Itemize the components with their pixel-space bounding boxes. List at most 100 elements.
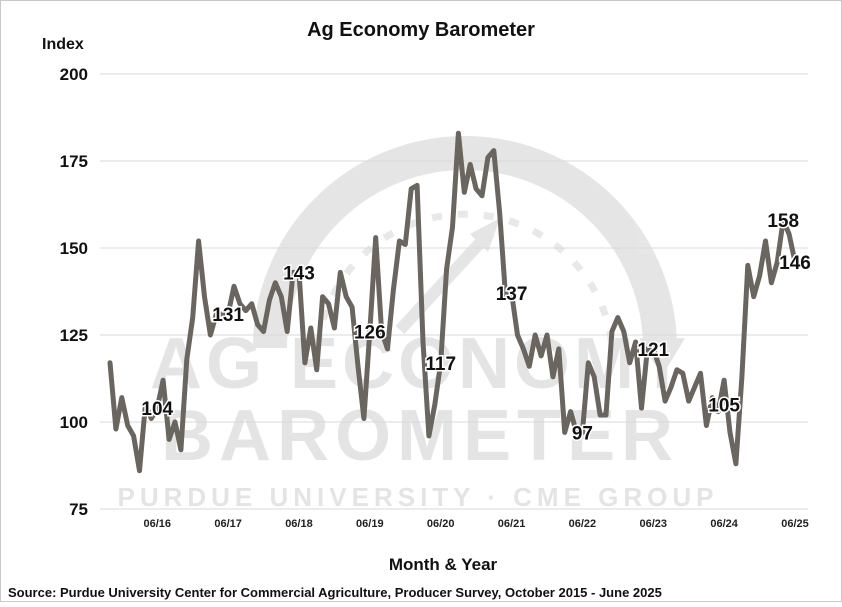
data-label: 146	[779, 253, 811, 274]
data-point	[166, 437, 172, 442]
data-point	[290, 270, 296, 275]
series-points	[107, 130, 798, 473]
data-point	[544, 332, 550, 338]
data-point	[704, 423, 709, 428]
x-tick-label: 06/21	[498, 518, 526, 530]
data-point	[326, 301, 331, 306]
data-point	[397, 238, 402, 244]
watermark-logo: AG ECONOMY BAROMETER PURDUE UNIVERSITY ·…	[117, 136, 718, 512]
watermark-needle-head	[470, 218, 500, 252]
data-point	[149, 416, 154, 421]
data-point	[503, 294, 508, 299]
data-point	[373, 235, 378, 240]
data-point	[769, 280, 774, 285]
data-point	[155, 405, 160, 411]
data-point	[219, 311, 225, 317]
data-label: 117	[425, 354, 456, 375]
data-point	[485, 155, 491, 160]
data-point	[562, 430, 567, 435]
data-point	[107, 360, 113, 366]
data-point	[609, 329, 615, 334]
data-point	[727, 430, 733, 435]
y-tick-label: 150	[60, 239, 88, 258]
data-point	[627, 360, 632, 366]
x-tick-label: 06/20	[427, 518, 455, 530]
data-point	[521, 346, 526, 352]
data-point	[739, 374, 745, 379]
data-point	[225, 311, 231, 317]
data-point	[119, 395, 125, 400]
data-point	[792, 259, 798, 265]
data-point	[273, 280, 278, 285]
data-point	[261, 329, 266, 334]
data-label: 131	[212, 305, 244, 326]
data-point	[243, 308, 249, 313]
gridlines	[100, 73, 808, 510]
data-point	[668, 385, 674, 390]
data-point	[267, 298, 272, 303]
data-point	[721, 378, 727, 383]
data-point	[403, 242, 408, 247]
data-point	[586, 360, 591, 366]
data-point	[320, 294, 325, 299]
data-point	[509, 291, 514, 296]
data-label: 104	[141, 399, 173, 420]
data-point	[143, 402, 148, 407]
data-point	[190, 315, 195, 320]
data-point	[338, 270, 343, 275]
data-point	[556, 346, 561, 352]
x-tick-label: 06/18	[285, 518, 313, 530]
x-tick-label: 06/22	[569, 518, 597, 530]
data-point	[426, 433, 432, 439]
data-point	[645, 346, 650, 352]
data-label: 121	[637, 340, 669, 361]
watermark-gauge-arc	[253, 136, 677, 349]
data-point	[550, 374, 556, 379]
data-point	[710, 395, 715, 400]
data-point	[456, 130, 461, 136]
data-point	[279, 294, 284, 299]
data-point	[468, 162, 473, 167]
data-label: 97	[572, 423, 593, 444]
data-point	[332, 325, 337, 331]
data-label: 105	[708, 396, 740, 417]
data-point	[698, 371, 703, 376]
y-tick-label: 75	[69, 500, 88, 519]
y-axis-ticks: 75 100 125 150 175 200	[60, 65, 88, 519]
data-point	[603, 412, 609, 418]
data-point	[568, 409, 573, 414]
data-point	[686, 398, 691, 404]
data-point	[674, 367, 680, 372]
data-point	[651, 346, 656, 352]
x-tick-label: 06/25	[781, 518, 809, 530]
data-point	[379, 329, 384, 334]
data-point	[391, 287, 396, 292]
source-note: Source: Purdue University Center for Com…	[8, 585, 662, 600]
data-point	[532, 332, 538, 338]
data-point	[414, 183, 420, 188]
data-point	[420, 339, 426, 345]
data-label: 137	[496, 284, 528, 305]
chart-title: Ag Economy Barometer	[307, 19, 535, 41]
data-point	[716, 409, 721, 414]
y-tick-label: 125	[60, 326, 88, 345]
data-point	[597, 412, 603, 418]
data-point	[733, 461, 739, 466]
data-point	[639, 405, 644, 411]
data-point	[184, 357, 189, 362]
data-point	[444, 266, 449, 272]
y-tick-label: 100	[60, 413, 88, 432]
data-point	[592, 374, 597, 379]
x-axis-ticks: 06/16 06/17 06/18 06/19 06/20 06/21 06/22 06/23…	[143, 518, 808, 530]
data-point	[355, 364, 361, 369]
watermark-line3: PURDUE UNIVERSITY · CME GROUP	[117, 482, 718, 512]
data-point	[462, 190, 467, 195]
data-point	[349, 304, 355, 310]
data-point	[692, 385, 697, 390]
data-point	[137, 468, 142, 473]
data-point	[538, 353, 544, 359]
data-point	[237, 301, 243, 306]
data-point	[344, 294, 349, 299]
